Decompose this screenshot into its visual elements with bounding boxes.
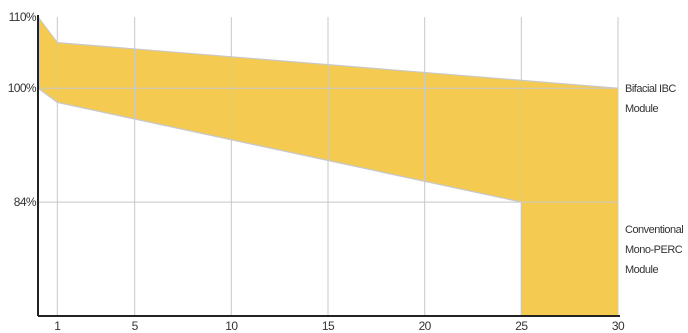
y-tick-label: 100% — [8, 81, 37, 95]
grid-layer — [38, 17, 619, 316]
x-tick-label: 5 — [132, 319, 139, 333]
x-tick-label: 20 — [419, 319, 432, 333]
mono-perc-label: Module — [625, 264, 658, 276]
x-tick-label: 30 — [612, 319, 625, 333]
mono-perc-label: Conventional — [625, 224, 683, 236]
x-tick-label: 25 — [515, 319, 528, 333]
degradation-band — [38, 17, 618, 316]
axis-layer — [37, 15, 620, 317]
y-tick-label: 110% — [9, 10, 37, 24]
bifacial-ibc-label: Module — [625, 103, 658, 115]
mono-perc-label: Mono-PERC — [625, 244, 683, 256]
bifacial-ibc-label: Bifacial IBC — [625, 83, 676, 95]
x-tick-label: 15 — [322, 319, 335, 333]
x-tick-label: 10 — [225, 319, 238, 333]
y-tick-label: 84% — [14, 195, 37, 209]
x-tick-label: 1 — [54, 319, 61, 333]
